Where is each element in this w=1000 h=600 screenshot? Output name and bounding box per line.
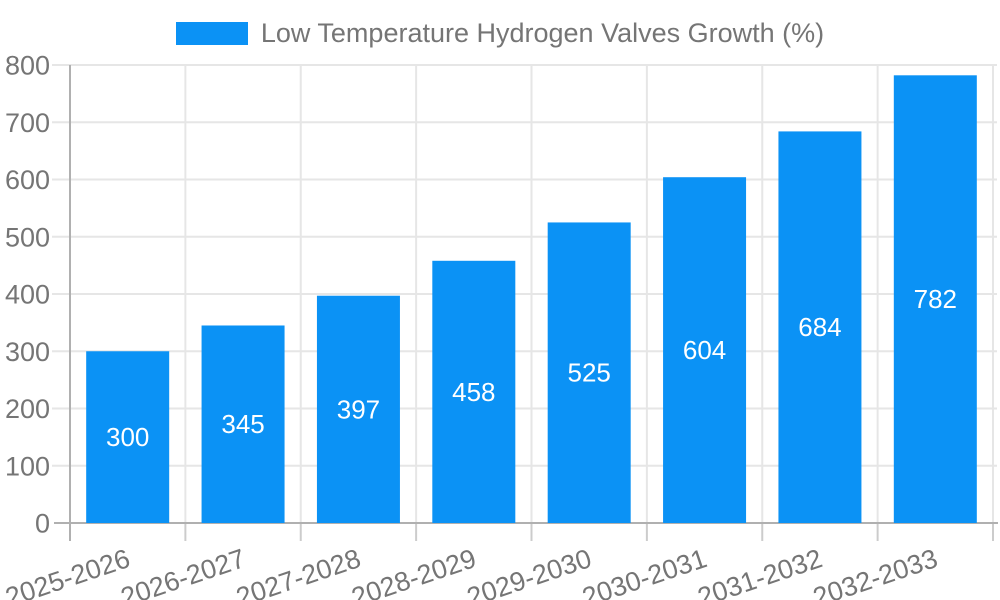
bar-value-label: 684 (798, 312, 841, 342)
bar-value-label: 525 (567, 358, 610, 388)
y-tick-label: 400 (5, 280, 50, 310)
y-tick-label: 300 (5, 337, 50, 367)
x-tick-label: 2025-2026 (2, 543, 134, 600)
legend-item[interactable]: Low Temperature Hydrogen Valves Growth (… (175, 18, 825, 48)
legend-label: Low Temperature Hydrogen Valves Growth (… (260, 18, 825, 48)
bar-value-label: 300 (106, 422, 149, 452)
bar-2026-2027[interactable] (201, 325, 285, 523)
bar-value-label: 345 (221, 409, 264, 439)
bar-2028-2029[interactable] (432, 260, 516, 523)
x-tick-label: 2028-2029 (348, 543, 480, 600)
y-tick-label: 100 (5, 451, 50, 481)
bar-2025-2026[interactable] (86, 351, 170, 523)
bar-2031-2032[interactable] (778, 131, 862, 523)
bar-2030-2031[interactable] (663, 177, 747, 523)
bar-value-label: 782 (914, 284, 957, 314)
y-tick-label: 200 (5, 394, 50, 424)
x-tick-label: 2027-2028 (232, 543, 364, 600)
bar-2027-2028[interactable] (316, 295, 400, 523)
x-tick-label: 2032-2033 (809, 543, 941, 600)
y-tick-label: 500 (5, 222, 50, 252)
y-tick-label: 600 (5, 165, 50, 195)
x-tick-label: 2031-2032 (694, 543, 826, 600)
bar-value-label: 604 (683, 335, 726, 365)
bar-value-label: 397 (337, 394, 380, 424)
bar-2032-2033[interactable] (893, 75, 977, 524)
x-tick-label: 2026-2027 (117, 543, 249, 600)
x-tick-label: 2029-2030 (463, 543, 595, 600)
bar-2029-2030[interactable] (547, 222, 631, 523)
x-tick-label: 2030-2031 (578, 543, 710, 600)
y-tick-label: 800 (5, 51, 50, 81)
y-tick-label: 0 (35, 509, 50, 539)
bar-value-label: 458 (452, 377, 495, 407)
legend: Low Temperature Hydrogen Valves Growth (… (0, 20, 1000, 47)
legend-swatch (175, 22, 248, 45)
y-tick-label: 700 (5, 108, 50, 138)
